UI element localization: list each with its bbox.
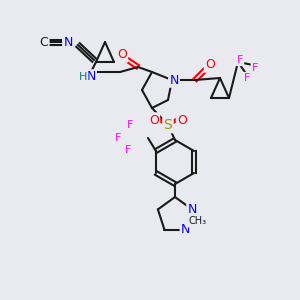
Text: CH₃: CH₃ — [188, 216, 206, 226]
Text: F: F — [252, 63, 258, 73]
Text: N: N — [86, 70, 96, 83]
Text: O: O — [117, 49, 127, 62]
Text: N: N — [63, 35, 73, 49]
Text: F: F — [125, 145, 131, 155]
Text: F: F — [127, 120, 133, 130]
Text: F: F — [115, 133, 121, 143]
Text: H: H — [79, 72, 87, 82]
Text: F: F — [244, 73, 250, 83]
Text: S: S — [164, 118, 172, 132]
Text: N: N — [181, 223, 190, 236]
Text: N: N — [169, 74, 179, 86]
Text: O: O — [205, 58, 215, 71]
Text: O: O — [177, 113, 187, 127]
Text: O: O — [149, 113, 159, 127]
Text: F: F — [237, 55, 243, 65]
Text: C: C — [40, 35, 48, 49]
Text: N: N — [188, 203, 197, 216]
